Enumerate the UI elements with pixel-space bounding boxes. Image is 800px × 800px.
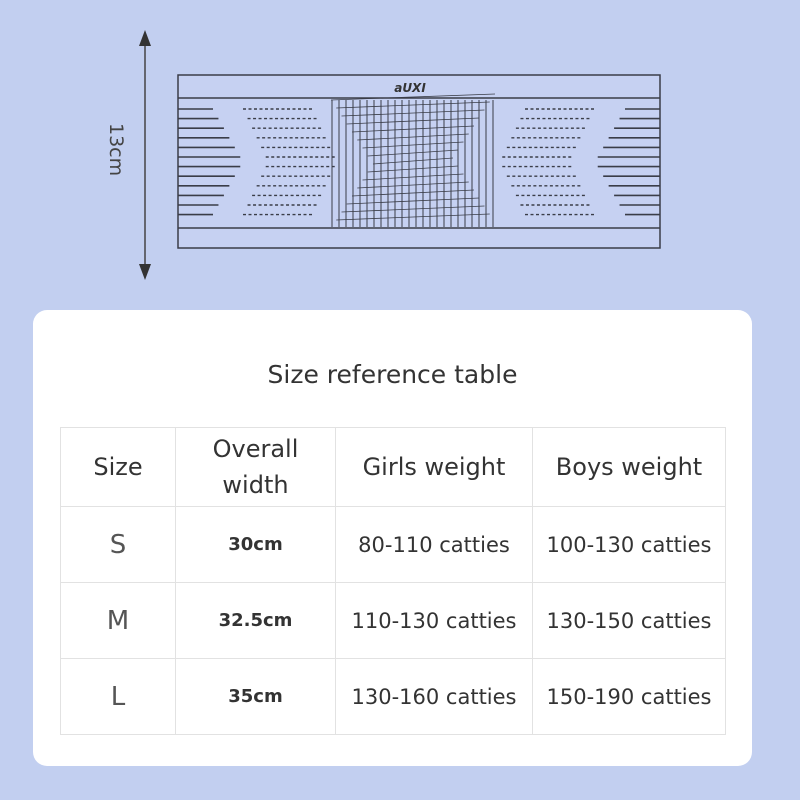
size-table-card: Size reference table Size Overall width … <box>33 310 752 766</box>
height-arrow <box>139 30 151 280</box>
height-dimension-label: 13cm <box>105 123 127 177</box>
header-girls: Girls weight <box>335 427 533 507</box>
table-row: L 35cm 130-160 catties 150-190 catties <box>60 658 726 735</box>
table-title: Size reference table <box>267 360 518 389</box>
header-width: Overall width <box>175 427 336 507</box>
table-row: M 32.5cm 110-130 catties 130-150 catties <box>60 582 726 659</box>
brand-logo: aUXI <box>394 81 426 95</box>
table-row: S 30cm 80-110 catties 100-130 catties <box>60 506 726 583</box>
header-size: Size <box>60 427 176 507</box>
header-boys: Boys weight <box>532 427 726 507</box>
waistband-illustration: aUXI <box>139 30 661 280</box>
size-table: Size Overall width Girls weight Boys wei… <box>60 427 726 735</box>
table-header-row: Size Overall width Girls weight Boys wei… <box>60 427 726 507</box>
